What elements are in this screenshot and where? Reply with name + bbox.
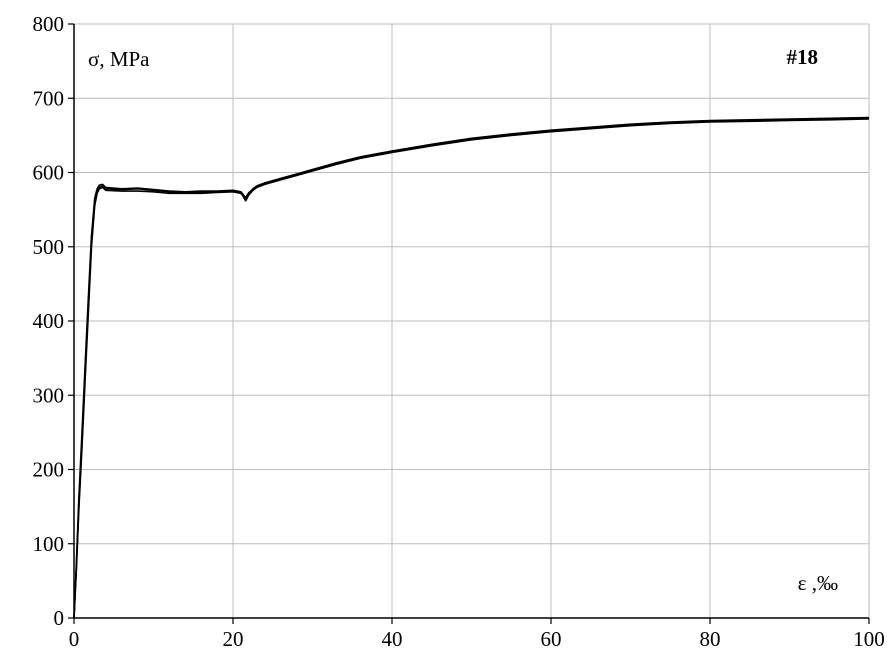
- y-tick-label: 700: [33, 86, 65, 110]
- tick-labels: 0 100 200 300 400 500 600 700 800 0 20 40 60 80 100: [33, 12, 885, 651]
- x-tick-label: 100: [853, 627, 885, 651]
- x-tick-label: 60: [541, 627, 562, 651]
- y-tick-label: 300: [33, 383, 65, 407]
- axes: [68, 23, 870, 624]
- y-tick-label: 600: [33, 161, 65, 185]
- y-tick-label: 100: [33, 532, 65, 556]
- y-tick-label: 500: [33, 235, 65, 259]
- y-tick-label: 400: [33, 309, 65, 333]
- x-tick-label: 20: [223, 627, 244, 651]
- y-tick-label: 800: [33, 12, 65, 36]
- x-tick-label: 40: [382, 627, 403, 651]
- y-tick-label: 0: [54, 606, 65, 630]
- series-line-3: [73, 117, 870, 619]
- series-line-2: [73, 116, 870, 619]
- y-tick-label: 200: [33, 458, 65, 482]
- grid: [74, 23, 870, 618]
- x-tick-label: 80: [700, 627, 721, 651]
- y-axis-label: σ, MPa: [88, 47, 150, 71]
- x-tick-label: 0: [69, 627, 80, 651]
- x-axis-label: ε ,‰: [798, 571, 838, 595]
- series-lines: [73, 116, 870, 619]
- specimen-annotation: #18: [787, 45, 819, 69]
